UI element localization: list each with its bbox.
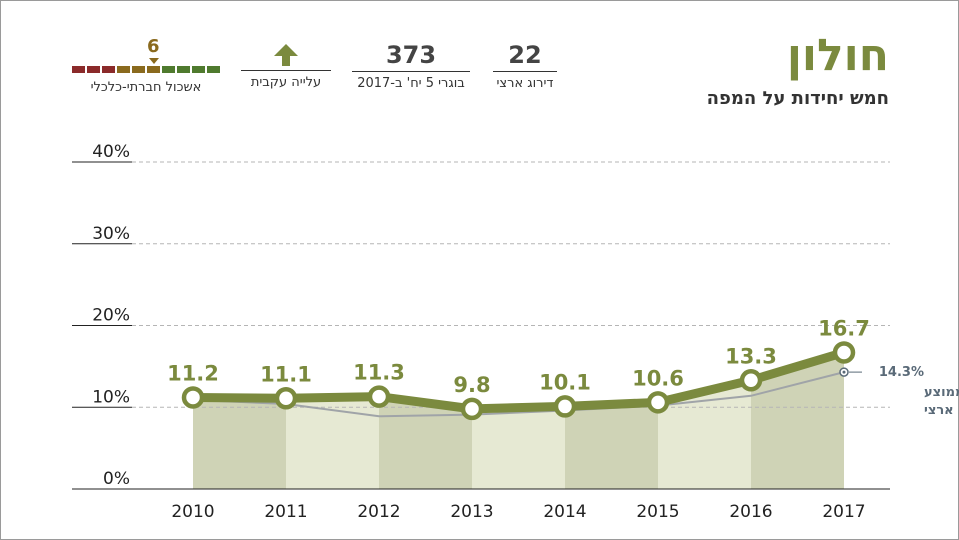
- data-point: [181, 386, 205, 409]
- data-label: 13.3: [725, 344, 777, 368]
- x-tick-label: 2011: [264, 502, 307, 522]
- y-tick-labels: 0% 10% 20% 30% 40%: [92, 142, 130, 489]
- year-band: [286, 396, 379, 489]
- average-line: [192, 371, 845, 418]
- y-tick-label: 20%: [92, 306, 130, 326]
- data-point: [274, 387, 298, 410]
- cluster-scale-segment: [162, 66, 175, 73]
- year-band: [751, 352, 844, 489]
- cluster-scale-segment: [132, 66, 145, 73]
- x-tick-label: 2012: [357, 502, 400, 522]
- x-tick-labels: 2010 2011 2012 2013 2014 2015 2016 2017: [171, 502, 865, 522]
- national-rank-value: 22: [508, 41, 542, 69]
- cluster-scale-segment: [102, 66, 115, 73]
- cluster-stat: אשכול חברתי-כלכלי: [72, 80, 220, 95]
- graduates-label: בוגרי 5 יח' ב-2017: [357, 76, 465, 91]
- data-point: [739, 369, 763, 392]
- x-tick-label: 2013: [450, 502, 493, 522]
- data-point: [460, 397, 484, 421]
- page-subtitle: חמש יחידות על המפה: [706, 88, 889, 109]
- trend-label: עלייה עקבית: [250, 75, 322, 90]
- year-band: [472, 406, 565, 489]
- data-labels: 11.2 11.1 11.3 9.8 10.1 10.6 13.3 16.7: [167, 316, 870, 396]
- national-rank-stat: 22 דירוג ארצי: [493, 40, 557, 91]
- cluster-scale: [72, 66, 222, 73]
- cluster-scale-segment: [177, 66, 190, 73]
- page-title: חולון: [786, 30, 889, 81]
- average-point-dot: [842, 370, 846, 374]
- cluster-marker-icon: [149, 58, 159, 64]
- national-rank-rule: [493, 71, 557, 72]
- data-point: [367, 385, 391, 408]
- data-label: 11.1: [260, 362, 312, 386]
- cluster-scale-segment: [192, 66, 205, 73]
- average-annotation: 14.3%ממוצע ארצי: [849, 365, 959, 418]
- data-label: 10.1: [539, 370, 591, 394]
- data-label: 10.6: [632, 366, 684, 390]
- y-tick-label: 10%: [92, 387, 130, 407]
- average-label-line2: ארצי: [924, 403, 954, 418]
- up-arrow-icon: [274, 44, 298, 56]
- y-tick-label: 0%: [103, 469, 130, 489]
- y-tick-label: 40%: [92, 142, 130, 162]
- data-label: 16.7: [818, 316, 870, 340]
- x-tick-label: 2010: [171, 502, 214, 522]
- cluster-scale-segment: [147, 66, 160, 73]
- data-label: 9.8: [453, 373, 490, 397]
- y-tick-label: 30%: [92, 224, 130, 244]
- cluster-scale-segment: [207, 66, 220, 73]
- cluster-value: 6: [147, 36, 160, 57]
- year-band: [565, 402, 658, 489]
- average-value-label: 14.3%: [879, 365, 924, 380]
- data-point: [832, 341, 856, 364]
- trend-stat: עלייה עקבית: [241, 40, 331, 90]
- cluster-label: אשכול חברתי-כלכלי: [90, 80, 202, 95]
- data-label: 11.2: [167, 361, 219, 385]
- graduates-stat: 373 בוגרי 5 יח' ב-2017: [352, 40, 470, 91]
- x-tick-label: 2016: [729, 502, 772, 522]
- cluster-scale-segment: [117, 66, 130, 73]
- up-arrow-icon-stem: [282, 56, 290, 66]
- x-tick-label: 2015: [636, 502, 679, 522]
- graduates-value: 373: [385, 41, 437, 69]
- national-rank-label: דירוג ארצי: [496, 76, 554, 91]
- average-series: [192, 367, 849, 418]
- data-label: 11.3: [353, 361, 405, 385]
- graduates-rule: [352, 71, 470, 72]
- main-line: [192, 348, 846, 414]
- data-point: [553, 395, 577, 418]
- year-band: [379, 396, 472, 489]
- year-band: [193, 397, 286, 489]
- data-point: [646, 391, 670, 414]
- year-bands: [193, 352, 844, 489]
- average-label-line1: ממוצע: [924, 385, 959, 400]
- cluster-scale-segment: [72, 66, 85, 73]
- x-tick-label: 2017: [822, 502, 865, 522]
- x-tick-label: 2014: [543, 502, 586, 522]
- main-series: [181, 341, 856, 421]
- cluster-scale-segment: [87, 66, 100, 73]
- trend-rule: [241, 70, 331, 71]
